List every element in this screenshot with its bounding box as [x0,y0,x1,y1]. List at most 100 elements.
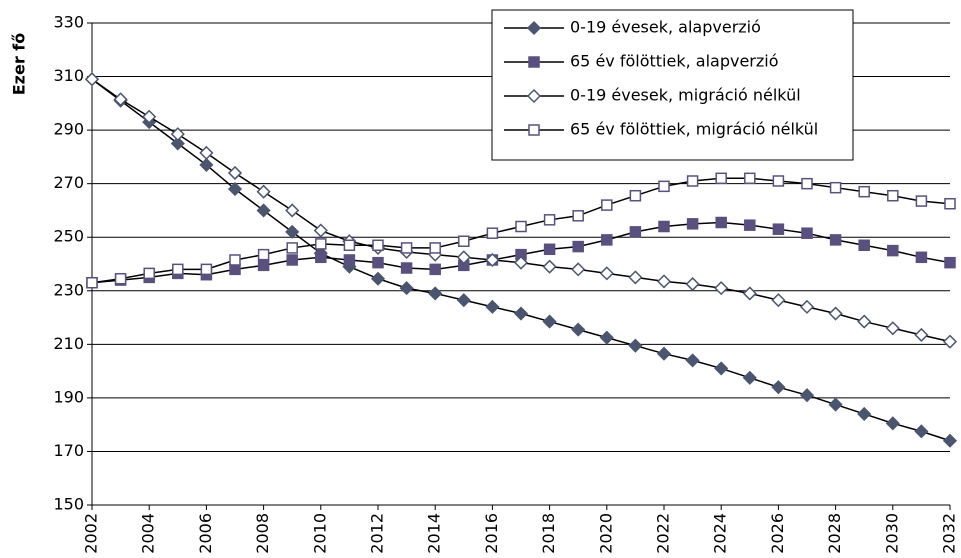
legend-marker [526,20,542,36]
x-tick-label: 2006 [196,513,215,554]
marker [400,262,413,274]
marker [714,361,729,376]
marker [456,250,471,265]
marker [828,306,843,321]
marker [343,254,356,266]
y-tick-label: 170 [53,441,84,460]
y-tick-label: 230 [53,280,84,299]
marker [515,220,527,233]
marker [915,195,928,207]
marker [601,234,613,246]
marker [343,239,356,252]
marker [914,424,929,439]
marker [113,92,128,107]
marker [742,286,757,301]
marker [257,259,270,272]
marker [857,406,872,422]
x-tick-label: 2012 [368,513,387,554]
marker [858,239,870,252]
marker [372,239,384,252]
marker [256,184,271,199]
y-tick-label: 250 [53,227,84,246]
marker [84,72,100,87]
marker [285,203,300,218]
marker [801,177,813,190]
marker [286,242,298,254]
x-tick-label: 2018 [539,513,558,554]
marker [285,224,300,239]
marker [944,256,956,269]
marker [742,370,757,385]
marker [715,216,727,229]
legend-box [491,9,854,161]
marker [801,227,813,239]
marker [170,127,185,142]
y-tick-label: 150 [53,495,84,514]
marker [715,172,727,185]
marker [944,198,956,210]
x-tick-label: 2032 [940,513,959,554]
marker [771,293,786,308]
marker [915,251,928,264]
marker [685,277,700,292]
marker [142,109,157,124]
marker [172,263,184,276]
marker [370,271,386,286]
legend-label: 65 év fölöttiek, migráció nélkül [570,120,818,139]
marker [485,299,500,314]
marker [658,220,670,233]
marker [543,243,556,256]
x-tick-label: 2002 [82,513,101,554]
x-tick-label: 2024 [711,513,730,554]
marker [86,276,98,289]
y-tick-label: 270 [53,173,84,192]
legend-label: 0-19 évesek, migráció nélkül [570,86,801,105]
y-axis-label: Ezer fő [10,33,29,96]
marker [887,189,899,202]
marker [656,274,672,289]
marker [315,251,327,264]
marker [458,235,470,247]
marker [542,314,557,329]
x-tick-label: 2020 [596,513,615,554]
marker [542,259,557,274]
marker [744,172,756,185]
marker [428,286,443,301]
x-tick-label: 2004 [139,513,158,554]
marker [513,306,529,321]
x-tick-label: 2026 [768,513,787,554]
marker [429,242,441,254]
marker [400,242,413,254]
marker [658,180,670,193]
marker [256,203,271,218]
marker [599,266,614,281]
legend-label: 0-19 évesek, alapverzió [570,18,761,37]
marker [799,299,815,314]
x-tick-label: 2010 [310,513,329,554]
x-tick-label: 2028 [825,513,844,554]
marker [571,322,586,337]
marker [199,145,214,160]
marker [571,262,586,277]
legend-marker [528,56,540,68]
marker [771,380,786,395]
marker [714,281,729,296]
marker [887,244,899,257]
marker [772,223,785,235]
marker [315,238,327,250]
marker [429,263,441,276]
marker [229,254,241,266]
y-tick-label: 190 [53,387,84,406]
marker [286,254,298,266]
marker [114,272,127,285]
marker [572,240,584,253]
marker [772,175,785,187]
marker [628,270,643,285]
y-tick-label: 330 [53,13,84,32]
y-tick-label: 210 [53,334,84,353]
marker [858,185,870,198]
y-tick-label: 310 [53,66,84,85]
marker [513,255,529,270]
marker [227,165,243,181]
